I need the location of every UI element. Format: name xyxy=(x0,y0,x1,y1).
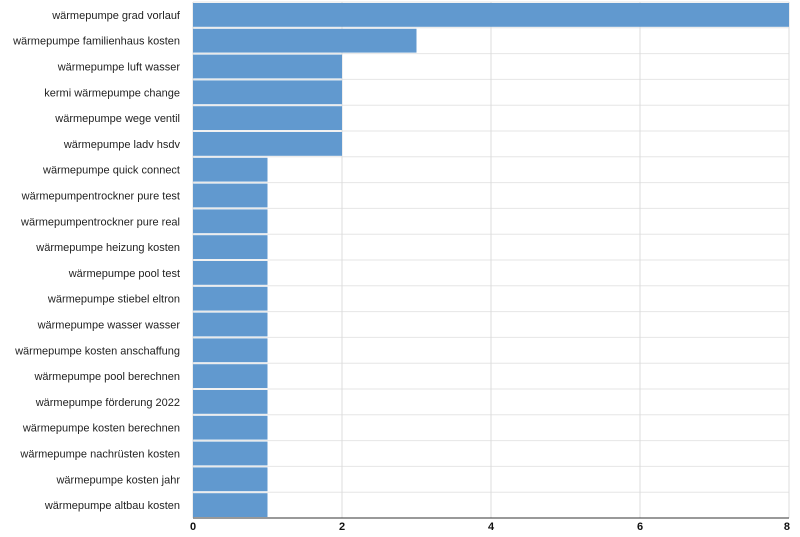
bar xyxy=(193,312,268,337)
x-tick-label: 4 xyxy=(488,521,495,533)
bar xyxy=(193,441,268,466)
category-label: wärmepumpe altbau kosten xyxy=(44,500,180,512)
bar xyxy=(193,364,268,388)
bar xyxy=(193,209,268,234)
bar xyxy=(193,3,789,27)
x-tick-label: 0 xyxy=(190,521,196,533)
x-tick-label: 2 xyxy=(339,521,345,533)
category-label: wärmepumpe pool berechnen xyxy=(33,371,180,383)
bar xyxy=(193,106,342,130)
category-label: kermi wärmepumpe change xyxy=(44,87,180,99)
category-label: wärmepumpe stiebel eltron xyxy=(47,294,180,306)
bar xyxy=(193,28,417,53)
bar xyxy=(193,235,268,259)
category-label: wärmepumpe nachrüsten kosten xyxy=(19,449,180,461)
category-label: wärmepumpe familienhaus kosten xyxy=(12,36,180,48)
bar xyxy=(193,261,268,285)
category-label: wärmepumpe ladv hsdv xyxy=(63,139,181,151)
category-label: wärmepumpentrockner pure test xyxy=(21,191,180,203)
category-label: wärmepumpe kosten anschaffung xyxy=(14,345,180,357)
bars xyxy=(193,3,789,517)
category-label: wärmepumpe wege ventil xyxy=(54,113,180,125)
category-label: wärmepumpe pool test xyxy=(68,268,180,280)
bar xyxy=(193,467,268,492)
bar xyxy=(193,338,268,363)
grid-lines xyxy=(192,1,790,519)
category-label: wärmepumpe luft wasser xyxy=(57,62,181,74)
category-label: wärmepumpe kosten berechnen xyxy=(22,423,180,435)
bar xyxy=(193,415,268,440)
x-axis: 0 2 4 6 8 xyxy=(190,517,790,533)
bar xyxy=(193,286,268,311)
category-labels: wärmepumpe grad vorlauf wärmepumpe famili… xyxy=(12,10,181,512)
category-label: wärmepumpe kosten jahr xyxy=(55,474,180,486)
category-label: wärmepumpe grad vorlauf xyxy=(51,10,181,22)
bar xyxy=(193,80,342,105)
category-label: wärmepumpe quick connect xyxy=(42,165,180,177)
category-label: wärmepumpe heizung kosten xyxy=(35,242,180,254)
bar xyxy=(193,157,268,182)
category-label: wärmepumpe förderung 2022 xyxy=(35,397,180,409)
bar xyxy=(193,390,268,414)
bar xyxy=(193,183,268,208)
bar xyxy=(193,493,268,517)
bar xyxy=(193,132,342,156)
category-label: wärmepumpe wasser wasser xyxy=(37,320,181,332)
category-label: wärmepumpentrockner pure real xyxy=(20,216,180,228)
x-tick-label: 6 xyxy=(637,521,643,533)
x-tick-label: 8 xyxy=(784,521,790,533)
bar xyxy=(193,54,342,79)
